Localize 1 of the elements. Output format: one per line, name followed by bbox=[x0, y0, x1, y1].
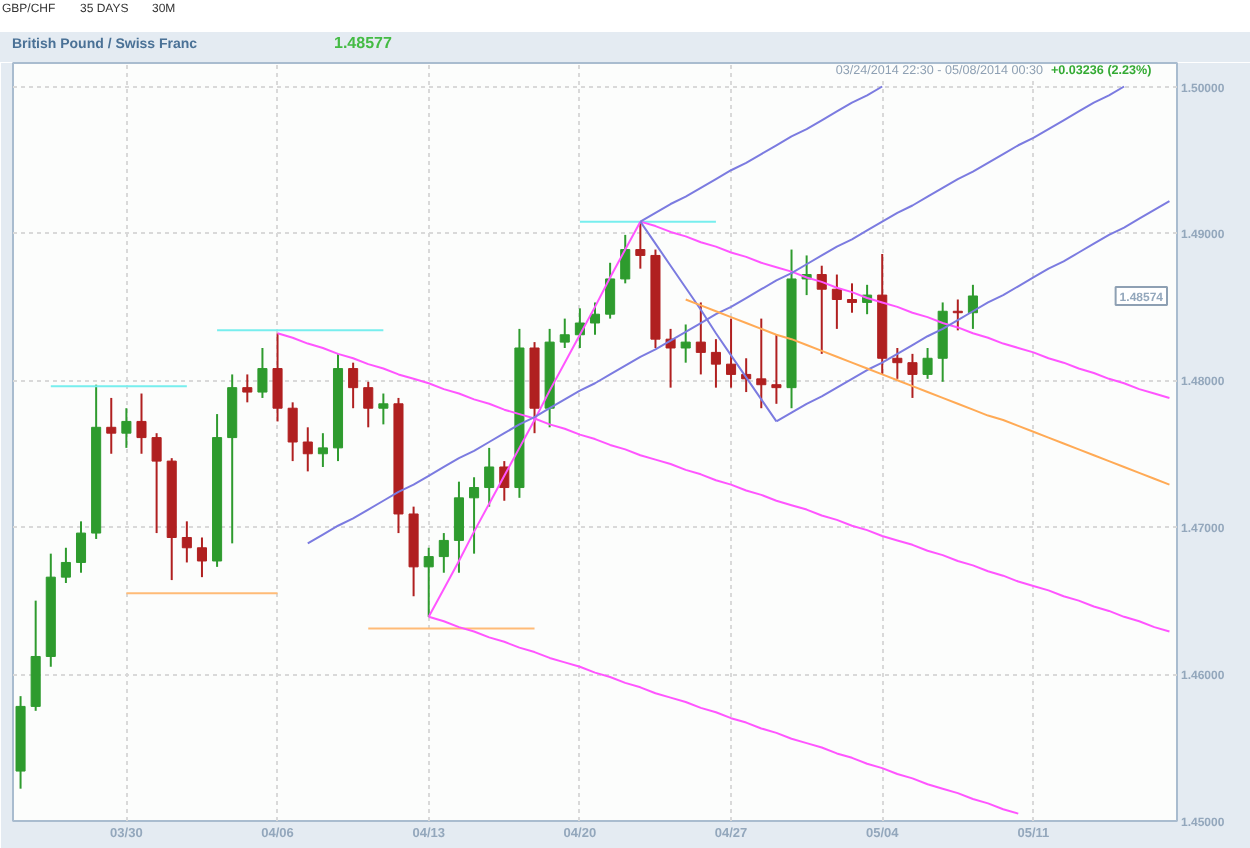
text: 1.48577 bbox=[334, 34, 392, 54]
